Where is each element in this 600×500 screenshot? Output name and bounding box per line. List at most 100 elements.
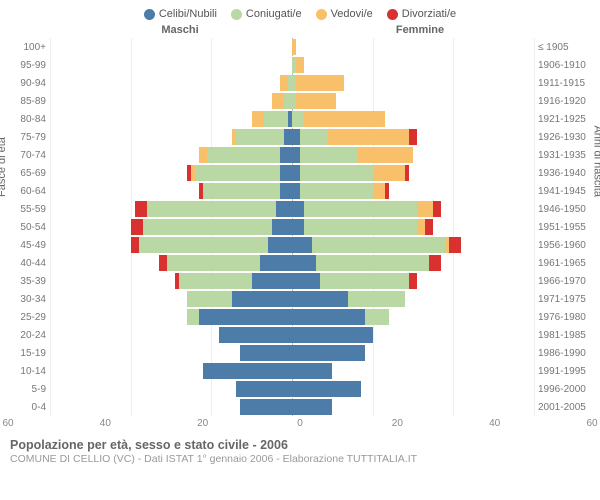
bar-area bbox=[50, 399, 534, 415]
bar-area bbox=[50, 75, 534, 91]
segment-divorziati bbox=[409, 273, 417, 289]
segment-vedovi bbox=[373, 165, 405, 181]
segment-vedovi bbox=[292, 39, 296, 55]
age-row: 95-991906-1910 bbox=[8, 56, 592, 74]
birth-label: 1921-1925 bbox=[534, 114, 592, 125]
segment-divorziati bbox=[409, 129, 417, 145]
bar-area bbox=[50, 111, 534, 127]
bar-area bbox=[50, 381, 534, 397]
female-bar bbox=[292, 75, 534, 91]
bar-area bbox=[50, 165, 534, 181]
birth-label: 1956-1960 bbox=[534, 240, 592, 251]
age-label: 70-74 bbox=[8, 150, 50, 161]
age-label: 45-49 bbox=[8, 240, 50, 251]
segment-divorziati bbox=[449, 237, 461, 253]
age-row: 75-791926-1930 bbox=[8, 128, 592, 146]
legend-item: Divorziati/e bbox=[387, 8, 456, 20]
segment-coniugati bbox=[300, 183, 373, 199]
male-bar bbox=[50, 39, 292, 55]
segment-divorziati bbox=[131, 219, 143, 235]
birth-label: 1961-1965 bbox=[534, 258, 592, 269]
age-row: 70-74 1931-1935 bbox=[8, 146, 592, 164]
female-bar bbox=[292, 165, 534, 181]
birth-label: 1996-2000 bbox=[534, 384, 592, 395]
chart-subtitle: COMUNE DI CELLIO (VC) - Dati ISTAT 1° ge… bbox=[10, 453, 590, 465]
bar-area bbox=[50, 363, 534, 379]
female-bar bbox=[292, 399, 534, 415]
segment-celibi bbox=[292, 363, 332, 379]
segment-vedovi bbox=[280, 75, 288, 91]
segment-coniugati bbox=[304, 219, 417, 235]
legend-label: Divorziati/e bbox=[402, 8, 456, 20]
age-label: 90-94 bbox=[8, 78, 50, 89]
age-label: 75-79 bbox=[8, 132, 50, 143]
segment-celibi bbox=[292, 165, 300, 181]
age-row: 30-34 1971-1975 bbox=[8, 290, 592, 308]
age-row: 40-44 1961-1965 bbox=[8, 254, 592, 272]
legend-swatch bbox=[144, 9, 155, 20]
segment-coniugati bbox=[236, 129, 284, 145]
age-label: 55-59 bbox=[8, 204, 50, 215]
legend-label: Coniugati/e bbox=[246, 8, 302, 20]
segment-coniugati bbox=[187, 309, 199, 325]
age-label: 95-99 bbox=[8, 60, 50, 71]
birth-label: 1966-1970 bbox=[534, 276, 592, 287]
birth-label: 1941-1945 bbox=[534, 186, 592, 197]
legend-swatch bbox=[231, 9, 242, 20]
female-bar bbox=[292, 273, 534, 289]
age-row: 45-49 1956-1960 bbox=[8, 236, 592, 254]
female-bar bbox=[292, 147, 534, 163]
age-row: 20-241981-1985 bbox=[8, 326, 592, 344]
segment-celibi bbox=[240, 399, 292, 415]
age-row: 65-691936-1940 bbox=[8, 164, 592, 182]
age-label: 30-34 bbox=[8, 294, 50, 305]
segment-vedovi bbox=[373, 183, 385, 199]
bar-area bbox=[50, 327, 534, 343]
legend-swatch bbox=[387, 9, 398, 20]
birth-label: 1986-1990 bbox=[534, 348, 592, 359]
birth-label: 2001-2005 bbox=[534, 402, 592, 413]
birth-label: 1971-1975 bbox=[534, 294, 592, 305]
segment-celibi bbox=[292, 327, 373, 343]
male-bar bbox=[50, 165, 292, 181]
female-bar bbox=[292, 93, 534, 109]
segment-coniugati bbox=[348, 291, 404, 307]
male-bar bbox=[50, 201, 292, 217]
bar-area bbox=[50, 237, 534, 253]
segment-celibi bbox=[276, 201, 292, 217]
legend-label: Vedovi/e bbox=[331, 8, 373, 20]
chart-title: Popolazione per età, sesso e stato civil… bbox=[10, 438, 590, 452]
segment-celibi bbox=[292, 291, 348, 307]
bar-area bbox=[50, 183, 534, 199]
segment-vedovi bbox=[417, 201, 433, 217]
female-bar bbox=[292, 57, 534, 73]
x-tick: 20 bbox=[392, 418, 403, 429]
segment-vedovi bbox=[272, 93, 284, 109]
bar-area bbox=[50, 201, 534, 217]
legend: Celibi/NubiliConiugati/eVedovi/eDivorzia… bbox=[0, 0, 600, 24]
segment-coniugati bbox=[207, 147, 280, 163]
age-label: 40-44 bbox=[8, 258, 50, 269]
birth-label: 1981-1985 bbox=[534, 330, 592, 341]
segment-celibi bbox=[292, 183, 300, 199]
bar-area bbox=[50, 345, 534, 361]
male-bar bbox=[50, 129, 292, 145]
age-row: 15-191986-1990 bbox=[8, 344, 592, 362]
age-row: 55-591946-1950 bbox=[8, 200, 592, 218]
female-bar bbox=[292, 219, 534, 235]
birth-label: 1931-1935 bbox=[534, 150, 592, 161]
female-bar bbox=[292, 309, 534, 325]
male-bar bbox=[50, 57, 292, 73]
age-row: 80-841921-1925 bbox=[8, 110, 592, 128]
age-row: 5-91996-2000 bbox=[8, 380, 592, 398]
female-bar bbox=[292, 237, 534, 253]
female-bar bbox=[292, 381, 534, 397]
bar-area bbox=[50, 291, 534, 307]
age-label: 65-69 bbox=[8, 168, 50, 179]
male-bar bbox=[50, 363, 292, 379]
birth-label: 1911-1915 bbox=[534, 78, 592, 89]
segment-celibi bbox=[219, 327, 292, 343]
male-bar bbox=[50, 291, 292, 307]
segment-coniugati bbox=[147, 201, 276, 217]
segment-celibi bbox=[232, 291, 293, 307]
